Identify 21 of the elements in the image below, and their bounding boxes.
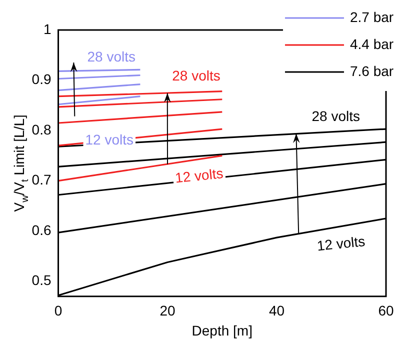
x-tick-label: 60 xyxy=(378,302,394,319)
y-tick-label: 0.7 xyxy=(32,172,52,188)
y-tick-label: 0.6 xyxy=(32,222,52,238)
x-tick-label: 0 xyxy=(54,302,62,319)
legend-label: 2.7 bar xyxy=(350,8,394,25)
x-axis-title: Depth [m] xyxy=(192,322,252,338)
annotation: 28 volts xyxy=(87,48,136,64)
annotation: 12 volts xyxy=(316,232,366,254)
annotation: 28 volts xyxy=(312,108,360,124)
legend-label: 4.4 bar xyxy=(350,36,394,52)
y-axis-title: Vw/Vt Limit [L/L] xyxy=(10,114,31,212)
annotation: 12 volts xyxy=(85,132,134,148)
y-tick-label: 0.5 xyxy=(32,272,52,288)
legend-label: 7.6 bar xyxy=(350,62,394,79)
y-tick-label: 0.8 xyxy=(32,121,52,138)
y-tick-label: 1 xyxy=(43,20,52,37)
annotation: 28 volts xyxy=(172,68,220,84)
x-tick-label: 20 xyxy=(160,302,176,319)
y-tick-label: 0.9 xyxy=(32,71,52,88)
annotation: 12 volts xyxy=(174,165,224,186)
x-tick-label: 40 xyxy=(268,302,285,319)
